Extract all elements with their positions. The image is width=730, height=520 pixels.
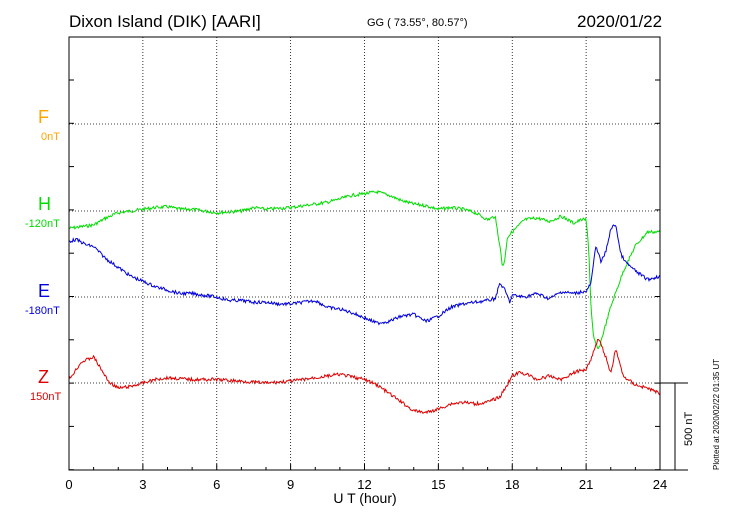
x-axis-label: U T (hour): [0, 490, 730, 506]
component-label-f: F: [38, 107, 49, 127]
component-label-z: Z: [38, 367, 49, 387]
x-tick-label: 9: [287, 477, 294, 492]
component-baseline-f: 0nT: [41, 131, 60, 143]
axis-ticks: 0 3 6 9 12 15 18 21 24: [65, 79, 667, 492]
series-lines: [68, 189, 661, 415]
component-baseline-e: -180nT: [25, 305, 60, 317]
x-tick-label: 12: [357, 477, 371, 492]
station-coordinates: GG ( 73.55°, 80.57°): [367, 17, 468, 29]
component-baseline-z: 150nT: [30, 391, 62, 403]
series-line-e: [69, 224, 661, 326]
grid-lines: [69, 37, 660, 470]
x-tick-label: 3: [139, 477, 146, 492]
chart-date: 2020/01/22: [577, 12, 663, 31]
component-label-h: H: [38, 194, 51, 214]
x-tick-label: 18: [505, 477, 519, 492]
scale-bar-label: 500 nT: [683, 411, 695, 446]
x-tick-label: 21: [579, 477, 593, 492]
x-tick-label: 24: [653, 477, 667, 492]
series-line-h: [68, 189, 661, 349]
x-tick-label: 0: [65, 477, 72, 492]
scale-bar: [660, 382, 688, 471]
x-tick-label: 15: [431, 477, 445, 492]
x-tick-label: 6: [213, 477, 220, 492]
chart-title: Dixon Island (DIK) [AARI]: [69, 12, 261, 31]
plotted-timestamp: Plotted at 2020/02/22 01:35 UT: [712, 358, 721, 470]
component-baseline-h: -120nT: [25, 218, 60, 230]
x-axis-label-text: U T (hour): [333, 490, 397, 506]
series-line-z: [68, 338, 661, 415]
component-label-e: E: [38, 281, 51, 301]
